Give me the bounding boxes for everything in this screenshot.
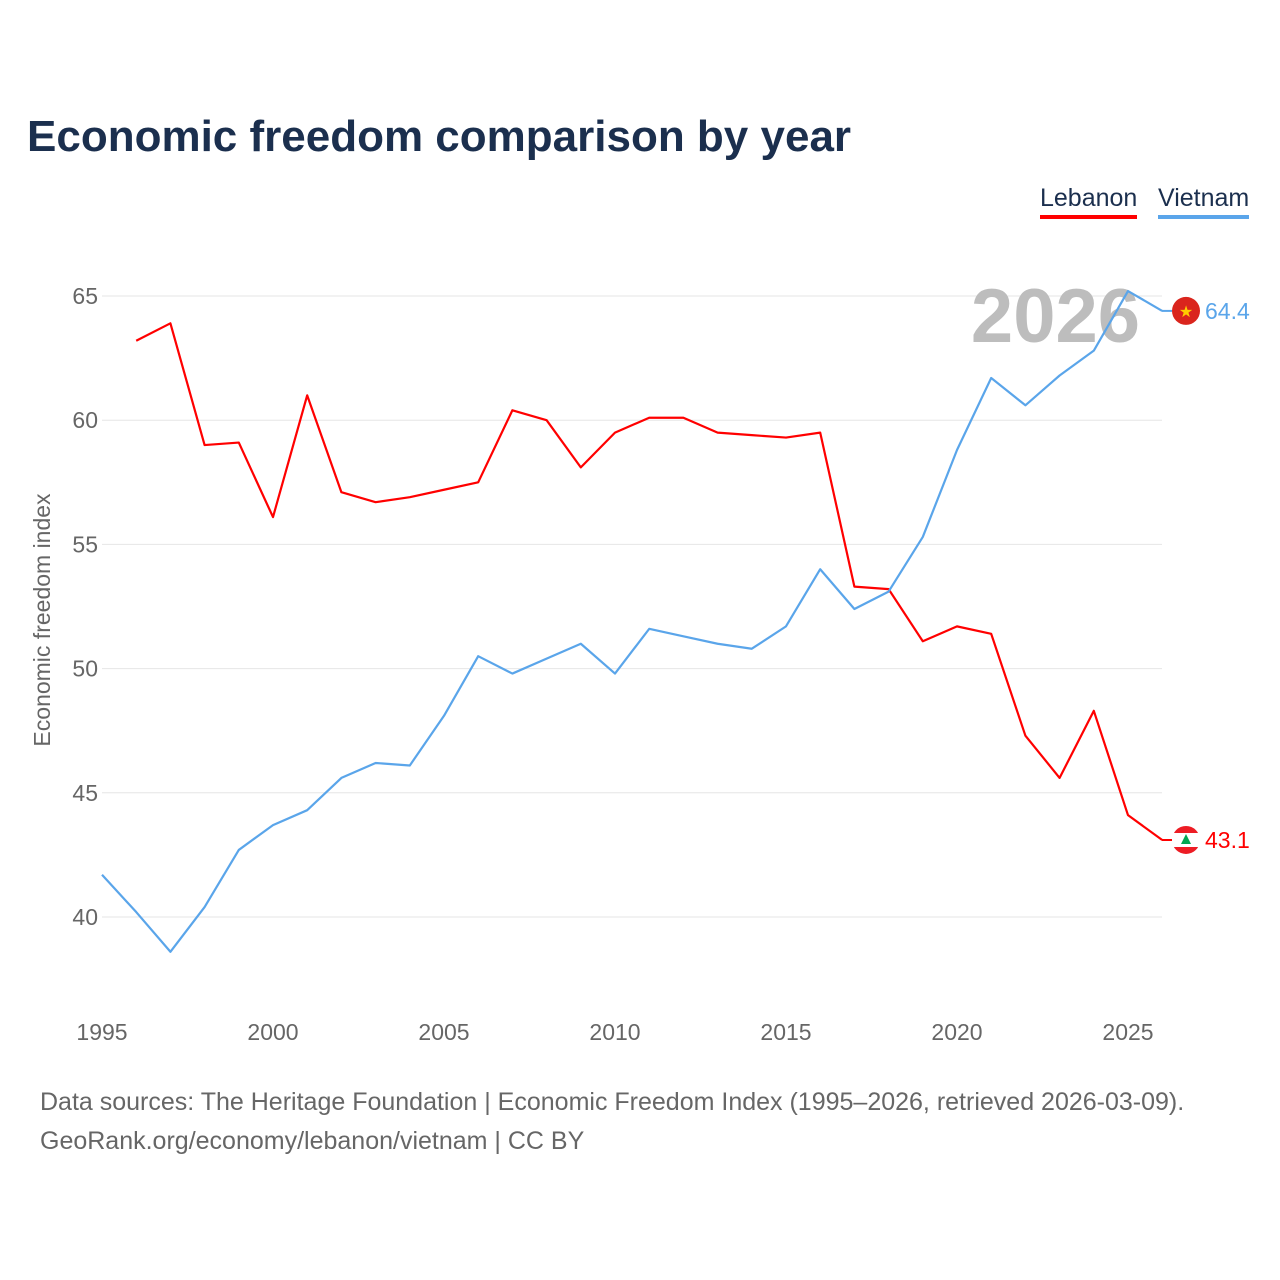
y-tick-label: 50 <box>72 656 98 682</box>
vietnam-flag-icon <box>1172 296 1200 325</box>
x-tick-label: 2025 <box>1102 1019 1153 1045</box>
y-axis-label: Economic freedom index <box>29 493 55 747</box>
star-icon: ★ <box>1179 304 1193 321</box>
x-tick-label: 2010 <box>589 1019 640 1045</box>
x-tick-label: 1995 <box>76 1019 127 1045</box>
year-watermark: 2026 <box>971 274 1140 359</box>
cedar-icon <box>1181 833 1191 844</box>
y-tick-label: 45 <box>72 780 98 806</box>
y-tick-label: 55 <box>72 531 98 557</box>
legend-lebanon[interactable]: Lebanon <box>1040 184 1138 219</box>
x-tick-label: 2005 <box>418 1019 469 1045</box>
y-tick-label: 40 <box>72 904 98 930</box>
footer-link[interactable]: GeoRank.org/economy/lebanon/vietnam | CC… <box>40 1127 585 1155</box>
y-tick-label: 60 <box>72 407 98 433</box>
end-value-label: 64.4 <box>1205 298 1250 324</box>
x-tick-label: 2015 <box>760 1019 811 1045</box>
series-line-vietnam <box>101 289 1163 953</box>
y-tick-label: 65 <box>72 283 98 309</box>
series-line-lebanon <box>135 322 1163 841</box>
chart-title: Economic freedom comparison by year <box>27 112 852 161</box>
x-tick-label: 2020 <box>931 1019 982 1045</box>
footer-sources: Data sources: The Heritage Foundation | … <box>40 1088 1185 1116</box>
x-tick-label: 2000 <box>247 1019 298 1045</box>
end-value-label: 43.1 <box>1205 827 1250 853</box>
legend-vietnam[interactable]: Vietnam <box>1158 184 1250 219</box>
